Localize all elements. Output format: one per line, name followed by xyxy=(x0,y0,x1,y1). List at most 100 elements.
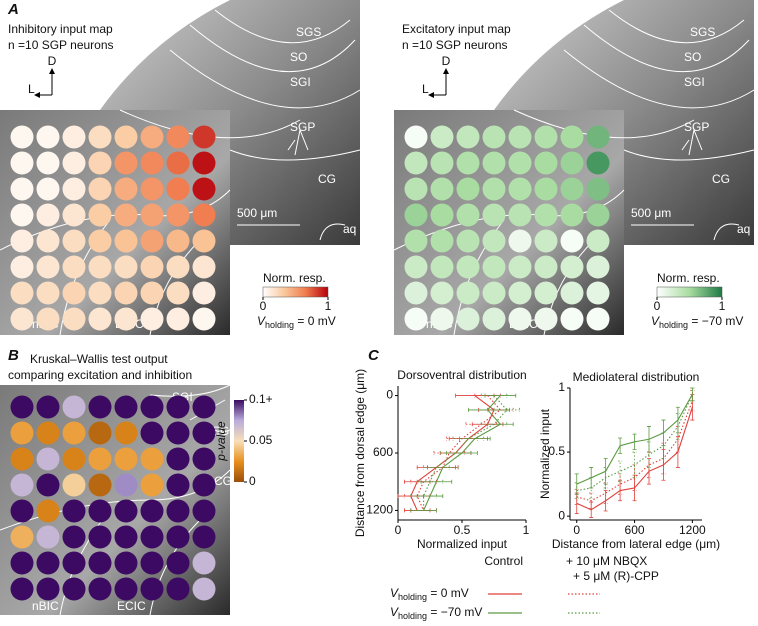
map-dot xyxy=(166,421,190,445)
legend-column: + 5 μM (R)-CPP xyxy=(573,569,659,583)
map-dot xyxy=(166,577,190,601)
v-text: = 0 mV xyxy=(427,586,469,600)
map-dot xyxy=(114,421,138,445)
region-label: CG xyxy=(318,172,336,186)
map-dot xyxy=(62,151,86,175)
colorbar xyxy=(656,286,723,298)
x-tick-label: 1 xyxy=(523,523,530,537)
map-dot xyxy=(62,177,86,201)
map-dot xyxy=(88,307,112,331)
map-dot xyxy=(430,281,454,305)
map-labels: SGISGPCGnBICECIC xyxy=(32,390,237,613)
error-bar xyxy=(690,390,695,412)
colorbar-tick-label: 0.05 xyxy=(249,433,273,447)
colorbar-bg xyxy=(255,268,340,333)
map-dot xyxy=(560,125,584,149)
map-dot xyxy=(10,151,34,175)
y-tick-label: 1200 xyxy=(366,503,393,517)
map-dot xyxy=(140,499,164,523)
map-dot xyxy=(36,125,60,149)
map-dot xyxy=(192,421,216,445)
map-dot xyxy=(36,177,60,201)
map-dot xyxy=(404,307,428,331)
map-dot xyxy=(192,307,216,331)
x-tick-label: 1200 xyxy=(679,523,706,537)
map-dot xyxy=(62,473,86,497)
map-dot xyxy=(404,177,428,201)
axis-arrow xyxy=(38,72,53,96)
region-label: SGI xyxy=(684,75,705,89)
map-dot xyxy=(140,177,164,201)
error-bar xyxy=(618,460,623,482)
region-label: SGP xyxy=(290,120,315,134)
map-dot xyxy=(508,177,532,201)
map-dot xyxy=(560,203,584,227)
series-line xyxy=(576,400,693,502)
map-dot xyxy=(192,499,216,523)
error-bar xyxy=(423,465,450,470)
map-subtitle: n =10 SGP neurons xyxy=(8,38,114,52)
map-dot xyxy=(508,307,532,331)
map-dot xyxy=(10,499,34,523)
map-dot xyxy=(36,151,60,175)
map-dot xyxy=(166,151,190,175)
region-label: SO xyxy=(290,50,307,64)
map-dot xyxy=(166,255,190,279)
map-dot xyxy=(456,203,480,227)
map-dot xyxy=(166,125,190,149)
map-dot xyxy=(36,447,60,471)
map-dot xyxy=(560,255,584,279)
map-dot xyxy=(62,203,86,227)
chart-title: Dorsoventral distribution xyxy=(397,368,526,382)
map-dot xyxy=(560,281,584,305)
colorbar-tick-label: 0.1+ xyxy=(249,392,273,406)
map-subtitle: n =10 SGP neurons xyxy=(402,38,508,52)
colorbar-tick-label: 0 xyxy=(260,299,267,313)
map-dot xyxy=(10,229,34,253)
map-dot xyxy=(192,473,216,497)
v-text: = −70 mV xyxy=(427,605,482,619)
holding-label: Vholding = 0 mV xyxy=(257,314,336,330)
x-tick-label: 0.5 xyxy=(454,523,471,537)
v-symbol: V xyxy=(390,605,399,619)
map-dot xyxy=(166,281,190,305)
map-dot xyxy=(586,229,610,253)
map-dot xyxy=(456,307,480,331)
series-line xyxy=(576,407,693,511)
map-dot xyxy=(508,151,532,175)
error-bar xyxy=(480,422,508,427)
map-dot xyxy=(560,307,584,331)
colorbar xyxy=(262,286,329,298)
map-dot xyxy=(534,255,558,279)
map-title: Excitatory input map xyxy=(402,22,511,36)
region-label: SGS xyxy=(296,25,321,39)
arrow-head xyxy=(34,68,55,98)
map-dot xyxy=(140,229,164,253)
map-dot xyxy=(10,473,34,497)
map-dot xyxy=(586,255,610,279)
map-dot xyxy=(140,551,164,575)
map-dot xyxy=(62,447,86,471)
map-dot xyxy=(88,395,112,419)
map-dot xyxy=(508,203,532,227)
axis-arrow xyxy=(432,72,447,96)
x-axis-label: Normalized input xyxy=(417,537,508,551)
map-dot xyxy=(10,551,34,575)
map-dot xyxy=(140,307,164,331)
map-dot xyxy=(36,229,60,253)
error-bar xyxy=(416,479,444,484)
map-dot xyxy=(114,447,138,471)
colorbar-title: p-value xyxy=(214,421,228,462)
map-dot xyxy=(456,151,480,175)
map-dot xyxy=(36,307,60,331)
map-dot xyxy=(88,551,112,575)
orientation-label: D xyxy=(48,54,57,68)
map-dot xyxy=(166,525,190,549)
legend-column: Control xyxy=(484,554,523,568)
map-dot xyxy=(430,203,454,227)
map-dot xyxy=(62,255,86,279)
y-tick-label: 0.5 xyxy=(548,444,565,458)
series-line xyxy=(423,395,508,511)
v-symbol: V xyxy=(651,314,660,328)
map-dot xyxy=(36,281,60,305)
